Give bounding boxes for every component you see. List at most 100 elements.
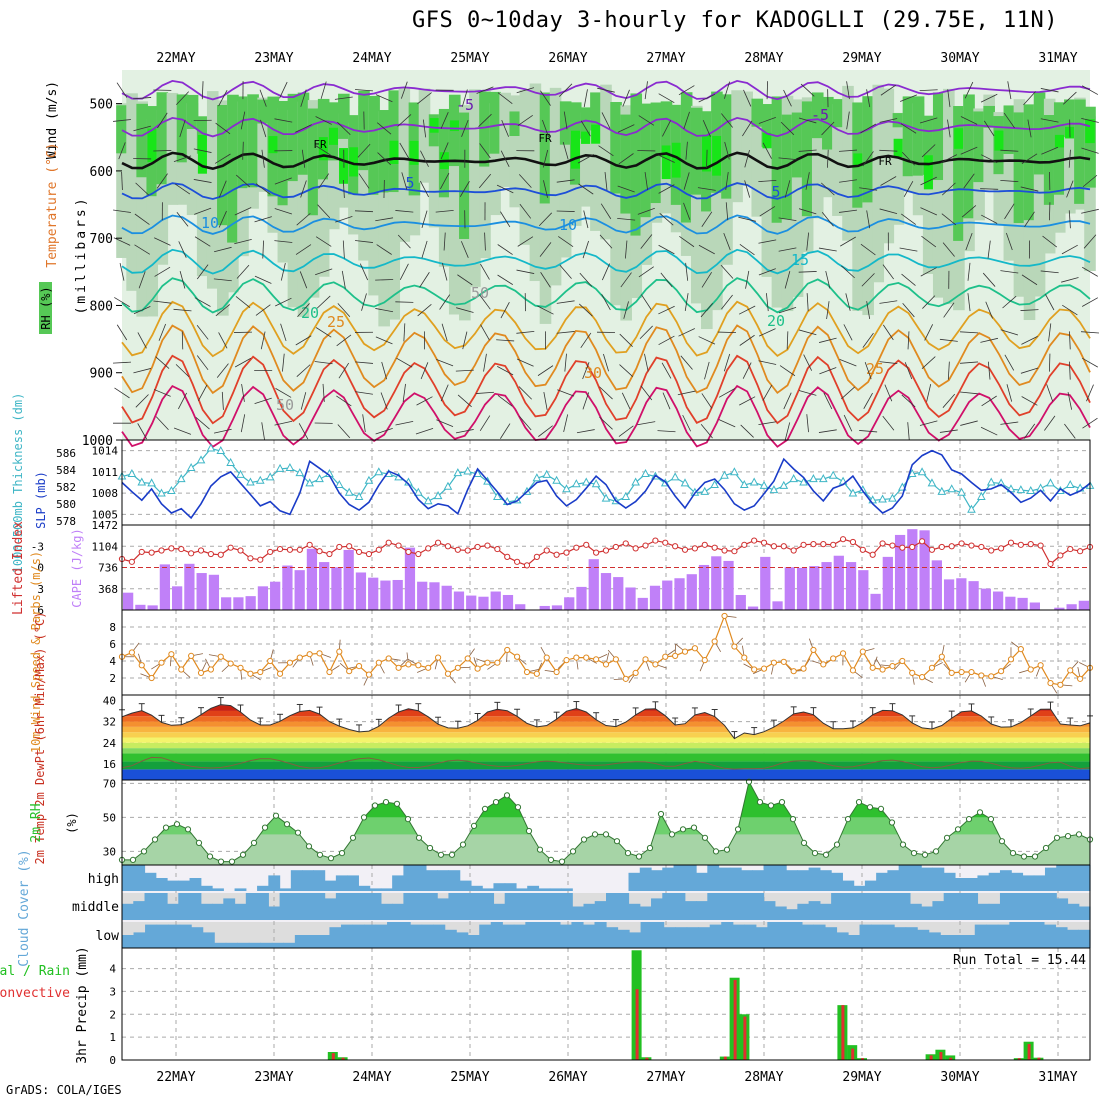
- wind-barb: [337, 121, 351, 136]
- lifted-index-marker: [859, 546, 866, 553]
- wind-speed-marker: [928, 664, 936, 671]
- rh-marker: [899, 841, 907, 848]
- wind-barb: [582, 392, 590, 410]
- wind-barb: [641, 294, 652, 310]
- wind-speed-marker: [681, 648, 689, 655]
- wind-barb: [759, 206, 776, 217]
- thickness-marker: [265, 472, 275, 481]
- wind-barb: [604, 172, 608, 190]
- cape-bar: [833, 555, 844, 610]
- cloud-bar: [144, 893, 157, 920]
- wind-barb: [1069, 361, 1071, 380]
- thickness-marker: [888, 493, 897, 502]
- rh-mid-column: [711, 112, 723, 311]
- wind-barb: [275, 297, 292, 307]
- wind-barb: [778, 247, 797, 252]
- wind-barb: [866, 89, 871, 108]
- wind-barb: [516, 331, 535, 334]
- rh-marker: [580, 836, 588, 843]
- rh-green-column: [771, 96, 784, 223]
- cape-bar: [968, 581, 979, 610]
- rh-bright-column: [671, 142, 682, 178]
- rh-marker: [239, 851, 247, 858]
- date-label-bottom: 31MAY: [1038, 1070, 1077, 1085]
- wind-barb: [193, 148, 212, 153]
- cloud-bar: [909, 865, 922, 891]
- lifted-index-marker: [978, 543, 985, 551]
- lifted-index-marker: [1017, 541, 1024, 548]
- wind-barb: [839, 209, 857, 213]
- wind-barb: [516, 87, 535, 94]
- date-label-top: 26MAY: [548, 51, 587, 66]
- wind-speed-marker: [553, 668, 560, 676]
- cloud-bar: [248, 942, 261, 948]
- thickness-marker: [937, 486, 947, 495]
- wind-speed-marker: [593, 656, 600, 663]
- wind-speed-marker: [1077, 675, 1084, 682]
- rh-green-column: [590, 92, 602, 131]
- lifted-index-marker: [385, 539, 392, 546]
- cape-bar: [576, 586, 587, 610]
- wind-speed-marker: [425, 664, 432, 671]
- cloud-bar: [502, 924, 515, 948]
- wind-barb: [1067, 392, 1073, 410]
- thickness-marker: [986, 477, 996, 486]
- wind-barb: [718, 419, 736, 428]
- wind-speed-line: [121, 614, 1091, 686]
- wind-barb: [336, 395, 352, 407]
- lifted-index-marker: [642, 542, 649, 549]
- temp-color-band: [122, 753, 1090, 762]
- wind-barb: [598, 145, 614, 157]
- wind-barb: [701, 211, 713, 227]
- wind-speed-marker: [731, 643, 738, 650]
- cloud-bar: [279, 893, 292, 920]
- wind-barb: [357, 143, 371, 158]
- cloud-bar: [335, 893, 348, 920]
- wind-barb: [840, 236, 856, 247]
- rh-green-column: [358, 90, 370, 171]
- cloud-bar: [824, 927, 838, 948]
- cloud-bar: [1078, 929, 1091, 948]
- rh-mid-column: [590, 119, 602, 231]
- profile-tick-label: 900: [90, 367, 113, 382]
- thickness-marker: [206, 443, 216, 452]
- thickness-marker: [226, 457, 235, 466]
- thickness-marker: [246, 477, 255, 486]
- temp-contour-label: 20: [301, 304, 319, 322]
- wind-barb: [882, 415, 895, 431]
- cloud-bar: [168, 924, 181, 948]
- cloud-bar: [966, 878, 979, 891]
- wind-barb: [153, 300, 172, 304]
- wind-barb: [601, 294, 611, 311]
- cape-bar: [343, 549, 354, 610]
- rh-mid-column: [448, 116, 461, 315]
- cape-bar: [809, 566, 820, 610]
- cloud-bar: [1067, 865, 1080, 891]
- rh-marker: [657, 810, 665, 818]
- wind-barb: [982, 272, 996, 287]
- cloud-bar: [859, 924, 872, 948]
- lifted-index-marker: [800, 541, 807, 548]
- thickness-marker: [700, 486, 710, 495]
- cloud-bar: [639, 867, 652, 891]
- wind-barb: [420, 180, 429, 198]
- wind-barb: [118, 142, 126, 160]
- wind-speed-marker: [504, 646, 511, 654]
- thickness-marker: [157, 488, 166, 497]
- wind-barb: [981, 214, 998, 224]
- wind-speed-marker: [415, 662, 422, 669]
- wind-speed-marker: [948, 669, 955, 677]
- thickness-marker: [344, 487, 354, 496]
- rh-marker: [382, 799, 390, 806]
- rh-green-column: [227, 94, 239, 243]
- cloud-bar: [871, 924, 884, 948]
- thickness-tick-label: 580: [56, 498, 76, 511]
- wind-barb: [173, 308, 192, 312]
- cape-bar: [233, 597, 244, 610]
- wind-barb: [375, 336, 393, 345]
- wind-barb: [299, 271, 308, 289]
- thickness-marker: [670, 472, 680, 481]
- wind-barb: [939, 429, 958, 433]
- thickness-marker: [1026, 485, 1036, 494]
- rh-mid-column: [983, 94, 995, 189]
